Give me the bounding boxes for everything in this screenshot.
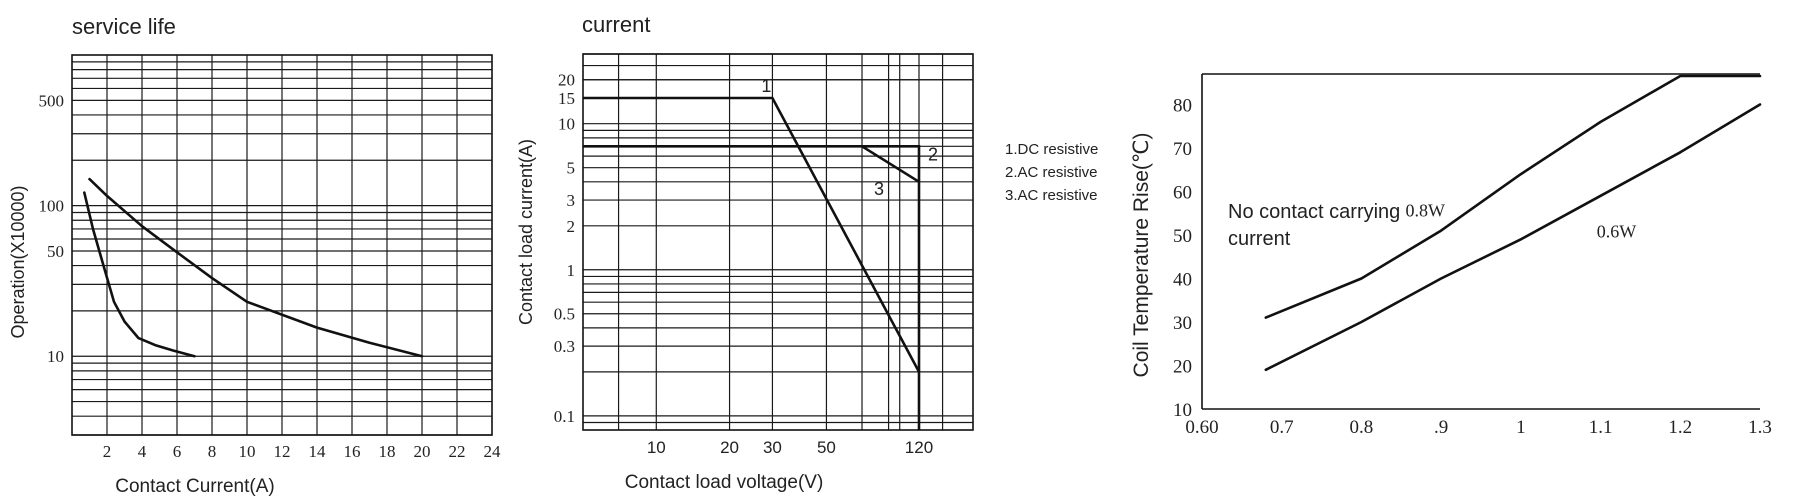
series-line-1 <box>583 96 921 373</box>
series-label: 0.8W <box>1405 201 1445 221</box>
x-tick-label: 0.60 <box>1185 417 1218 438</box>
y-tick-label: 0.3 <box>554 337 575 356</box>
series-line-1 <box>88 177 424 358</box>
y-axis-label: Coil Temperature Rise(℃) <box>1130 133 1153 378</box>
x-tick-label: 1.3 <box>1748 417 1772 438</box>
y-tick-label: 50 <box>47 242 64 261</box>
y-tick-label: 20 <box>1173 356 1192 377</box>
x-tick-label: 50 <box>817 438 836 457</box>
x-tick-label: 1 <box>1516 417 1526 438</box>
x-tick-label: 8 <box>208 442 217 461</box>
series-lines <box>583 96 921 430</box>
y-tick-label: 3 <box>567 191 576 210</box>
y-axis-label: Contact load current(A) <box>516 139 536 325</box>
y-tick-label: 70 <box>1173 139 1192 160</box>
y-tick-label: 30 <box>1173 313 1192 334</box>
curve-number-labels: 1 2 3 <box>761 76 938 199</box>
series-line-1 <box>1264 74 1762 319</box>
x-tick-label: 18 <box>379 442 396 461</box>
x-tick-label: 10 <box>647 438 666 457</box>
series-line-3 <box>861 145 920 183</box>
x-tick-label: 24 <box>484 442 502 461</box>
x-tick-label: 20 <box>720 438 739 457</box>
x-tick-label: 10 <box>239 442 256 461</box>
legend-entry: 2.AC resistive <box>1005 164 1098 181</box>
y-tick-label: 5 <box>567 159 576 178</box>
y-tick-label: 10 <box>558 115 575 134</box>
x-tick-label: 0.8 <box>1350 417 1374 438</box>
series-labels: 0.8W 0.6W <box>1405 201 1636 242</box>
x-tick-label: .9 <box>1434 417 1448 438</box>
chart-title: service life <box>72 14 176 39</box>
plot-frame <box>71 54 493 436</box>
axes <box>1201 73 1760 410</box>
annotation-text: No contact carrying current <box>1228 201 1400 250</box>
chart-current: current Contact load current(A) Contact … <box>516 12 1098 493</box>
tick-labels: 0.60 0.7 0.8 .9 1 1.1 1.2 1.3 80 70 60 50 40 30 20 10 <box>1173 95 1772 438</box>
chart-service-life: service life Operation(X10000) Contact C… <box>8 14 501 497</box>
x-axis-label: Contact Current(A) <box>115 476 274 497</box>
y-tick-label: 15 <box>558 89 575 108</box>
x-tick-label: 1.2 <box>1668 417 1692 438</box>
y-tick-label: 50 <box>1173 226 1192 247</box>
y-axis-label: Operation(X10000) <box>8 185 28 338</box>
gridlines <box>583 53 973 430</box>
curve-label-3: 3 <box>874 179 884 199</box>
y-tick-label: 2 <box>567 217 576 236</box>
y-tick-label: 80 <box>1173 95 1192 116</box>
series-lines <box>1264 74 1762 372</box>
y-tick-label: 0.5 <box>554 305 575 324</box>
curve-label-2: 2 <box>928 144 938 164</box>
legend: 1.DC resistive 2.AC resistive 3.AC resisti… <box>1005 141 1098 204</box>
series-lines <box>83 177 424 358</box>
x-tick-label: 1.1 <box>1589 417 1613 438</box>
x-tick-label: 22 <box>449 442 466 461</box>
x-tick-label: 0.7 <box>1270 417 1294 438</box>
x-tick-label: 30 <box>763 438 782 457</box>
chart-coil-temperature: Coil Temperature Rise(℃) 0.60 0.7 0.8 .9 1 1.… <box>1130 73 1772 438</box>
x-tick-label: 12 <box>274 442 291 461</box>
x-tick-label: 6 <box>173 442 182 461</box>
y-tick-label: 10 <box>1173 400 1192 421</box>
y-tick-label: 1 <box>567 261 576 280</box>
plot-frame <box>582 53 974 431</box>
series-line-2 <box>83 191 196 358</box>
y-tick-label: 10 <box>47 347 64 366</box>
x-tick-label: 120 <box>905 438 933 457</box>
series-line-2 <box>1264 103 1762 372</box>
gridlines <box>72 55 492 436</box>
y-tick-label: 40 <box>1173 269 1192 290</box>
x-tick-label: 20 <box>414 442 431 461</box>
x-tick-label: 14 <box>309 442 327 461</box>
curve-label-1: 1 <box>761 76 771 96</box>
series-line-2 <box>583 145 921 430</box>
series-label: 0.6W <box>1597 221 1637 241</box>
y-tick-label: 0.1 <box>554 407 575 426</box>
y-tick-label: 20 <box>558 71 575 90</box>
y-tick-label: 500 <box>39 91 65 110</box>
x-tick-label: 2 <box>103 442 112 461</box>
chart-title: current <box>582 12 650 37</box>
y-tick-label: 100 <box>39 197 65 216</box>
legend-entry: 1.DC resistive <box>1005 141 1098 158</box>
x-tick-label: 16 <box>344 442 361 461</box>
y-tick-label: 60 <box>1173 182 1192 203</box>
x-axis-label: Contact load voltage(V) <box>625 472 824 493</box>
x-tick-label: 4 <box>138 442 147 461</box>
legend-entry: 3.AC resistive <box>1005 187 1098 204</box>
